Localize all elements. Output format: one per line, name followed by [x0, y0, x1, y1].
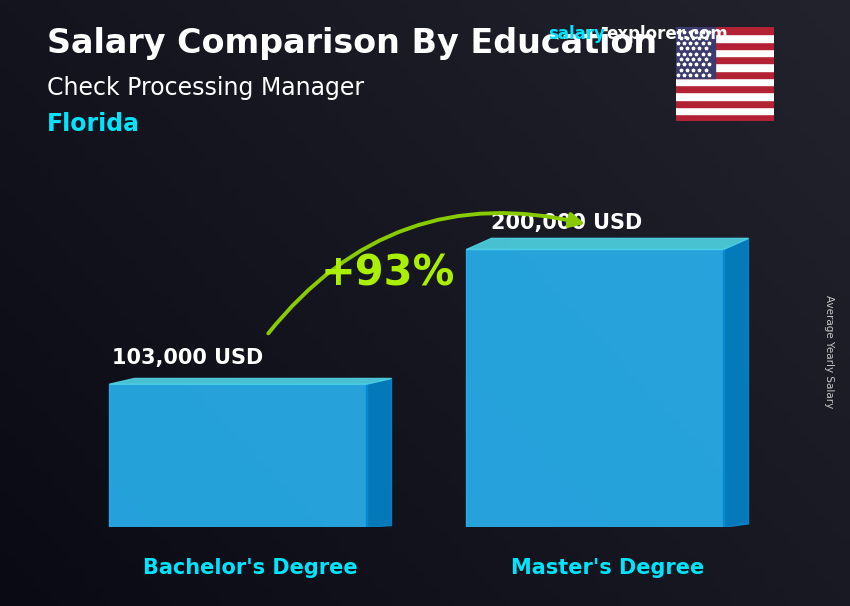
- Text: Average Yearly Salary: Average Yearly Salary: [824, 295, 834, 408]
- FancyArrowPatch shape: [269, 213, 581, 333]
- Polygon shape: [110, 379, 392, 384]
- Polygon shape: [676, 35, 774, 42]
- Polygon shape: [676, 114, 774, 121]
- Polygon shape: [676, 107, 774, 114]
- Polygon shape: [676, 64, 774, 71]
- Text: 103,000 USD: 103,000 USD: [112, 347, 264, 367]
- Polygon shape: [467, 250, 723, 527]
- Polygon shape: [676, 42, 774, 49]
- Text: 200,000 USD: 200,000 USD: [490, 213, 642, 233]
- Text: +93%: +93%: [320, 252, 455, 294]
- Text: Florida: Florida: [47, 112, 139, 136]
- Polygon shape: [723, 238, 749, 527]
- Text: explorer.com: explorer.com: [606, 25, 728, 44]
- Polygon shape: [676, 56, 774, 64]
- Polygon shape: [676, 78, 774, 85]
- Polygon shape: [110, 384, 366, 527]
- Polygon shape: [676, 85, 774, 92]
- Text: Master's Degree: Master's Degree: [511, 558, 704, 578]
- Text: Salary Comparison By Education: Salary Comparison By Education: [47, 27, 657, 60]
- Text: Bachelor's Degree: Bachelor's Degree: [143, 558, 358, 578]
- Polygon shape: [676, 92, 774, 99]
- Polygon shape: [676, 27, 774, 35]
- Polygon shape: [676, 27, 715, 78]
- Polygon shape: [467, 238, 749, 250]
- Polygon shape: [676, 71, 774, 78]
- Polygon shape: [676, 49, 774, 56]
- Text: Check Processing Manager: Check Processing Manager: [47, 76, 364, 100]
- Text: salary: salary: [548, 25, 605, 44]
- Polygon shape: [366, 379, 392, 527]
- Polygon shape: [676, 99, 774, 107]
